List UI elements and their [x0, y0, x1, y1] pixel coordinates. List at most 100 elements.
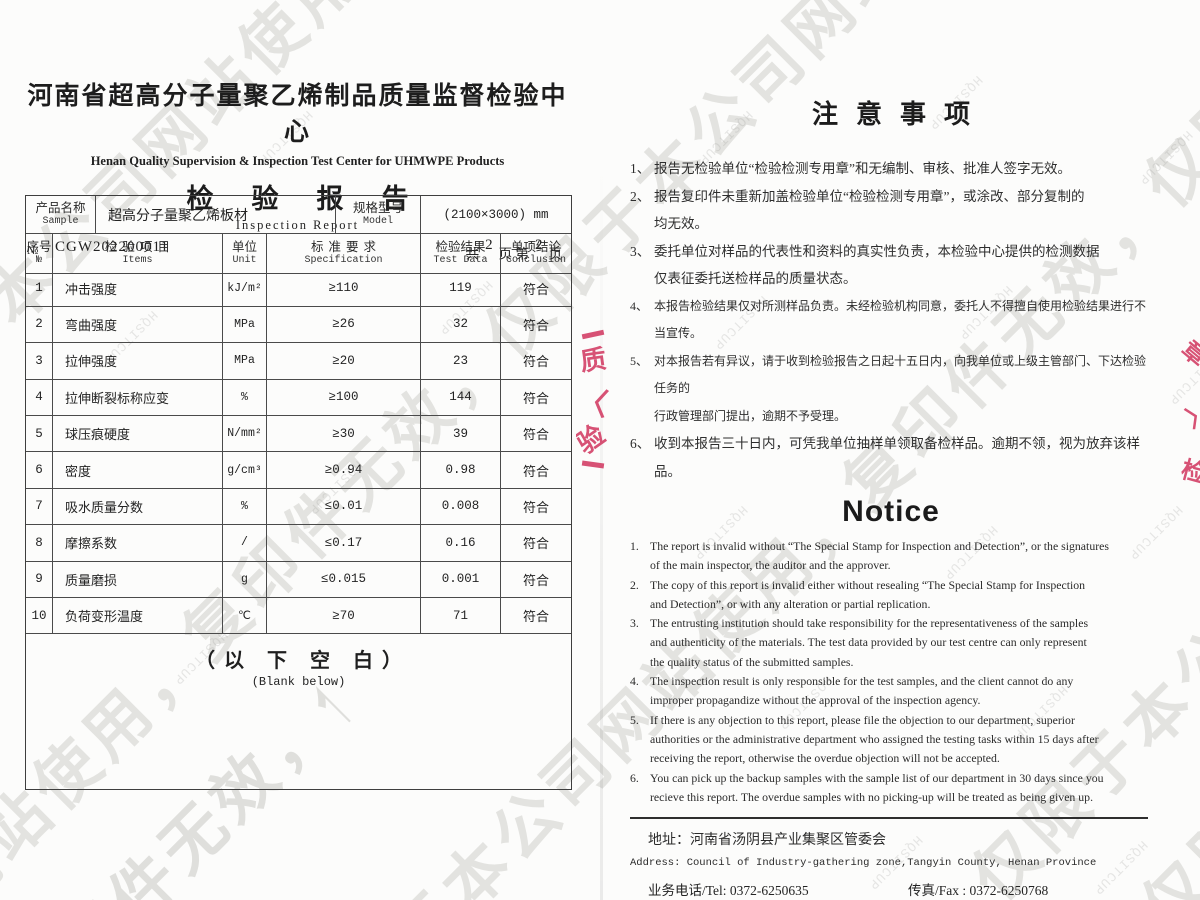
page-current: 2 [535, 237, 543, 253]
col-seq-en: № [35, 255, 42, 266]
seal-glyph: 检 [1178, 457, 1200, 489]
row-conclusion: 符合 [501, 452, 571, 489]
row-result: 71 [421, 597, 501, 635]
col-concl-zh: 单项结论 [510, 240, 561, 254]
notice-item-zh: 2、 报告复印件未重新加盖检验单位“检验检测专用章”，或涂改、部分复制的 均无效… [630, 183, 1152, 238]
address-en: Address: Council of Industry-gathering z… [630, 857, 1097, 870]
row-item: 拉伸断裂标称应变 [53, 379, 223, 416]
row-unit: kJ/m² [223, 270, 267, 307]
row-no: 9 [26, 561, 53, 598]
col-unit-zh: 单位 [231, 240, 257, 254]
sample-label-zh: 产品名称 [35, 201, 86, 215]
row-result: 0.16 [421, 525, 501, 562]
row-unit: ℃ [223, 597, 267, 635]
item-text: You can pick up the backup samples with … [650, 770, 1104, 804]
col-unit-en: Unit [232, 255, 257, 266]
seal-glyph: 〉 [1183, 399, 1200, 434]
item-number: 4、 [630, 298, 649, 313]
row-result: 23 [421, 343, 501, 380]
paging-seal-right-fragment: 章 〉 检 [1176, 330, 1200, 490]
report-title-en: Inspection Report [235, 218, 360, 232]
row-item: 摩擦系数 [53, 525, 223, 562]
row-result: 0.98 [421, 452, 501, 489]
row-spec: ≤0.01 [267, 488, 421, 526]
row-result: 39 [421, 415, 501, 453]
row-item: 质量磨损 [53, 561, 223, 598]
notice-item-en: 5. If there is any objection to this rep… [630, 711, 1152, 769]
col-header-result: 检验结果 Test Data [421, 234, 501, 274]
sample-value: 超高分子量聚乙烯板材 [108, 208, 248, 224]
item-text: 本报告检验结果仅对所测样品负责。未经检验机构同意，委托人不得擅自使用检验结果进行… [654, 298, 1147, 341]
report-page: 河南省超高分子量聚乙烯制品质量监督检验中心 Henan Quality Supe… [25, 0, 570, 263]
item-number: 6、 [630, 436, 651, 451]
item-text: 委托单位对样品的代表性和资料的真实性负责，本检验中心提供的检测数据 仅表征委托送… [654, 243, 1100, 287]
col-result-zh: 检验结果 [435, 240, 486, 254]
item-text: The entrusting institution should take r… [650, 616, 1089, 669]
col-header-unit: 单位 Unit [223, 234, 267, 274]
notice-item-en: 6. You can pick up the backup samples wi… [630, 769, 1152, 808]
notice-title-zh: 注意事项 [811, 100, 988, 129]
table-sample-row: 产品名称 Sample 超高分子量聚乙烯板材 规格型号 Model (2100×… [26, 196, 571, 234]
page-counter: 共2页 第2页 [465, 237, 562, 263]
row-spec: ≥70 [267, 597, 421, 635]
row-no: 6 [26, 452, 53, 489]
col-items-en: Items [122, 255, 153, 266]
notice-item-zh: 1、 报告无检验单位“检验检测专用章”和无编制、审核、批准人签字无效。 [630, 155, 1152, 183]
notice-item-en: 3. The entrusting institution should tak… [630, 614, 1152, 672]
col-items-zh: 检验项目 [104, 240, 175, 254]
seal-mark [581, 460, 605, 469]
row-item: 拉伸强度 [53, 343, 223, 380]
row-conclusion: 符合 [501, 380, 571, 416]
row-no: 2 [26, 306, 53, 344]
notice-page: 注意事项 1、 报告无检验单位“检验检测专用章”和无编制、审核、批准人签字无效。… [630, 0, 1152, 900]
col-header-items: 检验项目 Items [53, 234, 223, 274]
row-item: 负荷变形温度 [53, 597, 223, 635]
notice-title-en: Notice [842, 495, 940, 528]
row-item: 冲击强度 [53, 270, 223, 307]
row-item: 弯曲强度 [53, 306, 223, 344]
item-number: 3、 [630, 243, 651, 259]
row-conclusion: 符合 [501, 598, 571, 635]
address-zh: 地址：河南省汤阴县产业集聚区管委会 [648, 833, 886, 849]
row-conclusion: 符合 [501, 562, 571, 598]
notice-item-zh: 3、 委托单位对样品的代表性和资料的真实性负责，本检验中心提供的检测数据 仅表征… [630, 238, 1152, 293]
col-header-seq: 序号 № [26, 234, 53, 274]
blank-below-section: （以 下 空 白） (Blank below) [26, 644, 571, 796]
seal-glyph: 〈 [576, 384, 609, 423]
model-value: (2100×3000) mm [443, 207, 549, 222]
row-unit: MPa [223, 306, 267, 344]
table-body: 序号 № 检验项目 Items 单位 Unit 标准要求 Specificati… [26, 234, 571, 635]
row-result: 144 [421, 379, 501, 416]
model-label-cell: 规格型号 Model [336, 196, 421, 234]
row-spec: ≥26 [267, 306, 421, 344]
row-no: 4 [26, 379, 53, 416]
org-title-en: Henan Quality Supervision & Inspection T… [90, 154, 505, 168]
row-no: 1 [26, 270, 53, 307]
row-conclusion: 符合 [501, 270, 571, 307]
item-text: 报告复印件未重新加盖检验单位“检验检测专用章”，或涂改、部分复制的 均无效。 [654, 188, 1085, 232]
row-no: 10 [26, 597, 53, 635]
notice-item-zh: 6、 收到本报告三十日内，可凭我单位抽样单领取备检样品。逾期不领，视为放弃该样品… [630, 430, 1152, 485]
row-no: 3 [26, 343, 53, 380]
tel: 业务电话/Tel: 0372-6250635 [648, 883, 809, 899]
item-text: 对本报告若有异议，请于收到检验报告之日起十五日内，向我单位或上级主管部门、下达检… [654, 353, 1147, 423]
item-text: If there is any objection to this report… [650, 712, 1099, 766]
row-conclusion: 符合 [501, 525, 571, 562]
row-result: 32 [421, 306, 501, 344]
row-result: 0.001 [421, 561, 501, 598]
item-number: 1. [630, 539, 639, 553]
row-spec: ≥20 [267, 343, 421, 380]
sample-value-cell: 超高分子量聚乙烯板材 [96, 196, 336, 234]
report-title-zh: 检验报告 [186, 184, 447, 214]
item-number: 1、 [630, 161, 651, 176]
item-text: The report is invalid without “The Speci… [650, 539, 1109, 573]
sample-label-en: Sample [42, 216, 79, 227]
notice-item-en: 1. The report is invalid without “The Sp… [630, 537, 1152, 576]
row-item: 球压痕硬度 [53, 415, 223, 453]
report-number-line: № CGW202200011 共2页 第2页 [25, 237, 570, 263]
blank-below-en: (Blank below) [251, 675, 346, 690]
pages-total-label: 共 [465, 246, 480, 262]
row-unit: % [223, 488, 267, 526]
row-unit: N/mm² [223, 415, 267, 453]
